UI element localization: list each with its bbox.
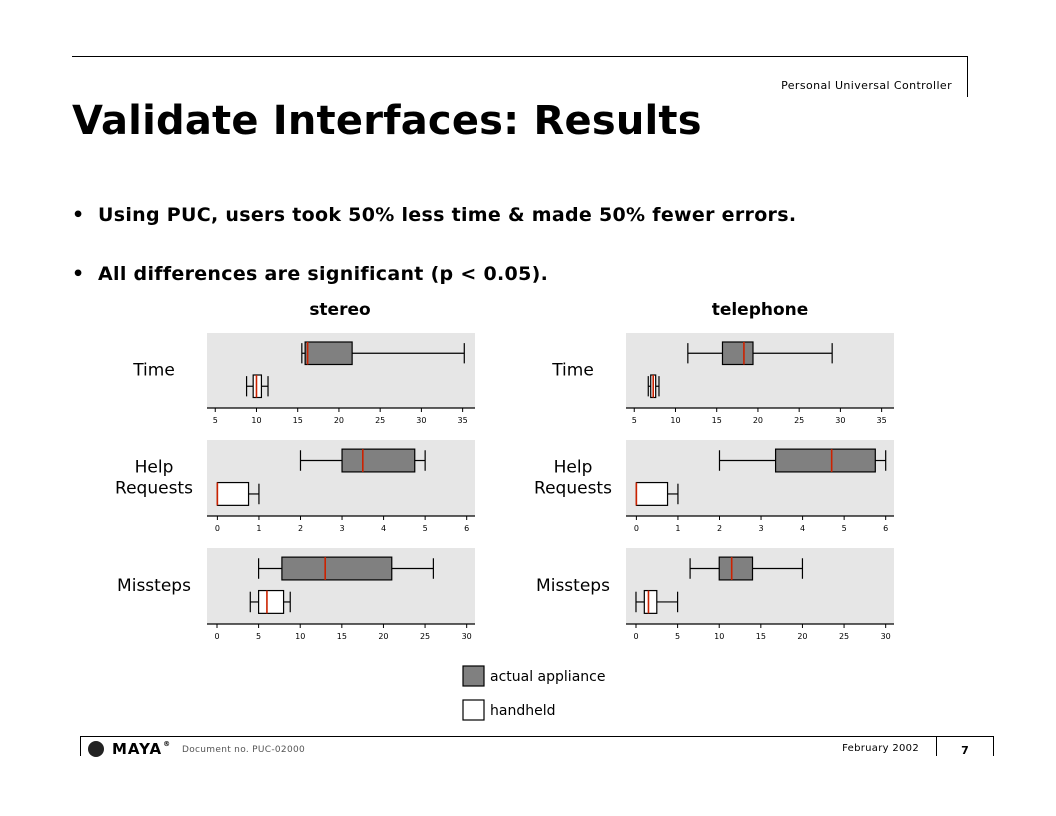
box-actual-appliance <box>304 341 353 366</box>
tick-label: 30 <box>835 416 845 425</box>
plot-panel <box>626 333 894 408</box>
tick-label: 35 <box>877 416 887 425</box>
footer-divider <box>993 736 994 756</box>
footer-date: February 2002 <box>842 743 919 754</box>
box-handheld <box>252 374 263 399</box>
tick-label: 6 <box>883 524 888 533</box>
tick-label: 2 <box>717 524 722 533</box>
footer-divider <box>936 736 937 756</box>
row-label: Requests <box>534 479 612 499</box>
tick-label: 6 <box>464 524 469 533</box>
bullet-list: • Using PUC, users took 50% less time & m… <box>72 200 796 318</box>
tick-label: 1 <box>675 524 680 533</box>
tick-label: 3 <box>339 524 344 533</box>
row-label: Requests <box>115 479 193 499</box>
tick-label: 5 <box>213 416 218 425</box>
document-number: Document no. PUC-02000 <box>182 745 306 755</box>
header-divider <box>967 56 968 97</box>
tick-label: 35 <box>458 416 468 425</box>
slide-title: Validate Interfaces: Results <box>72 98 702 144</box>
row-label: Time <box>551 361 594 381</box>
tick-label: 5 <box>842 524 847 533</box>
legend-swatch-handheld <box>462 699 485 721</box>
tick-label: 30 <box>416 416 426 425</box>
row-label: Time <box>132 361 175 381</box>
box-handheld <box>216 481 250 506</box>
box-actual-appliance <box>774 448 876 473</box>
row-label: Help <box>135 458 174 478</box>
tick-label: 25 <box>375 416 385 425</box>
tick-label: 2 <box>298 524 303 533</box>
footer-divider <box>80 736 81 756</box>
tick-label: 15 <box>712 416 722 425</box>
box-actual-appliance <box>721 341 754 366</box>
plot-panel <box>207 440 475 516</box>
tick-label: 15 <box>756 632 766 641</box>
tick-label: 5 <box>256 632 261 641</box>
tick-label: 1 <box>256 524 261 533</box>
tick-label: 30 <box>462 632 472 641</box>
tick-label: 10 <box>251 416 261 425</box>
footer-rule <box>80 736 993 737</box>
row-label: Missteps <box>117 576 191 596</box>
tick-label: 15 <box>293 416 303 425</box>
tick-label: 20 <box>334 416 344 425</box>
box-handheld <box>643 589 658 614</box>
tick-label: 4 <box>381 524 386 533</box>
legend-label: actual appliance <box>490 669 605 685</box>
tick-label: 25 <box>794 416 804 425</box>
box-actual-appliance <box>341 448 416 473</box>
tick-label: 0 <box>215 524 220 533</box>
page-number: 7 <box>961 744 969 757</box>
row-label: Missteps <box>536 576 610 596</box>
maya-logo: MAYA® <box>88 740 171 758</box>
chart-title: stereo <box>309 300 370 320</box>
tick-label: 0 <box>214 632 219 641</box>
plot-panel <box>626 548 894 624</box>
box-actual-appliance <box>281 556 393 581</box>
tick-label: 0 <box>634 524 639 533</box>
row-label: Help <box>554 458 593 478</box>
box-handheld <box>635 481 669 506</box>
tick-label: 5 <box>632 416 637 425</box>
tick-label: 10 <box>670 416 680 425</box>
legend-label: handheld <box>490 703 555 719</box>
tick-label: 20 <box>797 632 807 641</box>
tick-label: 5 <box>675 632 680 641</box>
tick-label: 10 <box>714 632 724 641</box>
chart-title: telephone <box>712 300 809 320</box>
tick-label: 5 <box>423 524 428 533</box>
tick-label: 4 <box>800 524 805 533</box>
bullet-text: Using PUC, users took 50% less time & ma… <box>98 204 797 226</box>
bullet-text: All differences are significant (p < 0.0… <box>98 263 549 285</box>
tick-label: 20 <box>378 632 388 641</box>
logo-mark-icon <box>88 741 104 757</box>
tick-label: 25 <box>839 632 849 641</box>
tick-label: 15 <box>337 632 347 641</box>
logo-text: MAYA® <box>112 740 172 758</box>
bullet-dot-icon: • <box>72 204 85 226</box>
tick-label: 25 <box>420 632 430 641</box>
box-actual-appliance <box>718 556 754 581</box>
bullet-item: • Using PUC, users took 50% less time & m… <box>72 200 796 259</box>
bullet-dot-icon: • <box>72 263 85 285</box>
tick-label: 10 <box>295 632 305 641</box>
tick-label: 0 <box>633 632 638 641</box>
tick-label: 3 <box>758 524 763 533</box>
header-rule <box>72 56 968 57</box>
tick-label: 20 <box>753 416 763 425</box>
legend-swatch-actual-appliance <box>462 665 485 687</box>
box-handheld <box>258 589 285 614</box>
header-label: Personal Universal Controller <box>781 79 952 92</box>
tick-label: 30 <box>881 632 891 641</box>
bullet-item: • All differences are significant (p < 0.… <box>72 259 796 318</box>
